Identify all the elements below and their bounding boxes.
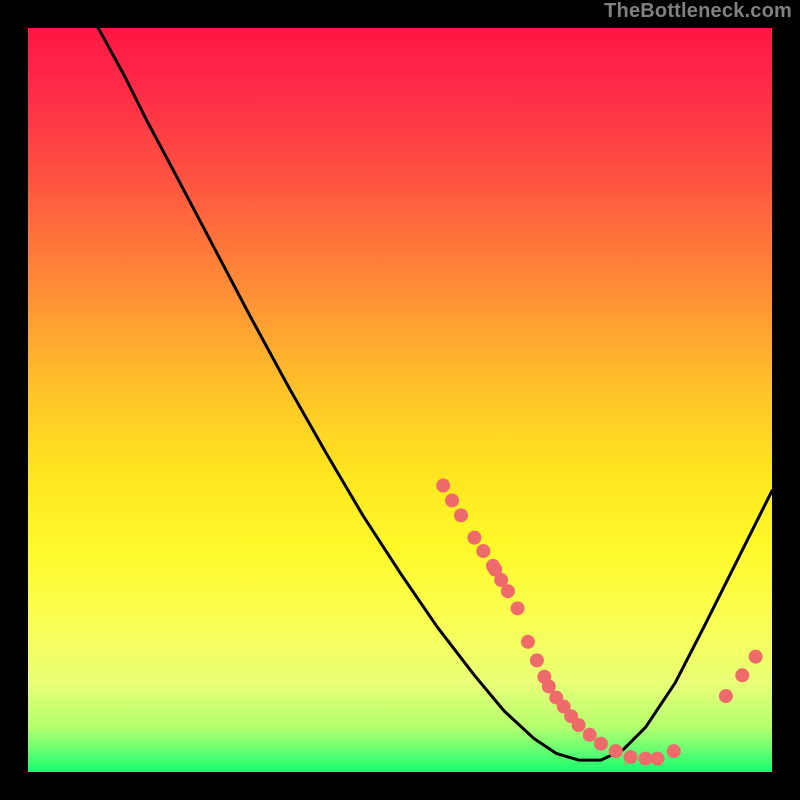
data-marker	[511, 601, 525, 615]
data-marker	[488, 563, 502, 577]
data-marker	[476, 544, 490, 558]
data-marker	[467, 531, 481, 545]
data-marker	[530, 653, 544, 667]
data-marker	[445, 493, 459, 507]
watermark-text: TheBottleneck.com	[604, 0, 792, 23]
data-marker	[650, 752, 664, 766]
data-marker	[454, 508, 468, 522]
data-marker	[667, 744, 681, 758]
bottleneck-curve-chart	[0, 0, 800, 800]
data-marker	[583, 728, 597, 742]
data-marker	[501, 584, 515, 598]
plot-background	[28, 28, 772, 772]
data-marker	[749, 650, 763, 664]
data-marker	[521, 635, 535, 649]
data-marker	[594, 737, 608, 751]
data-marker	[436, 479, 450, 493]
data-marker	[624, 750, 638, 764]
data-marker	[719, 689, 733, 703]
chart-container: TheBottleneck.com	[0, 0, 800, 800]
data-marker	[735, 668, 749, 682]
data-marker	[572, 718, 586, 732]
data-marker	[609, 744, 623, 758]
